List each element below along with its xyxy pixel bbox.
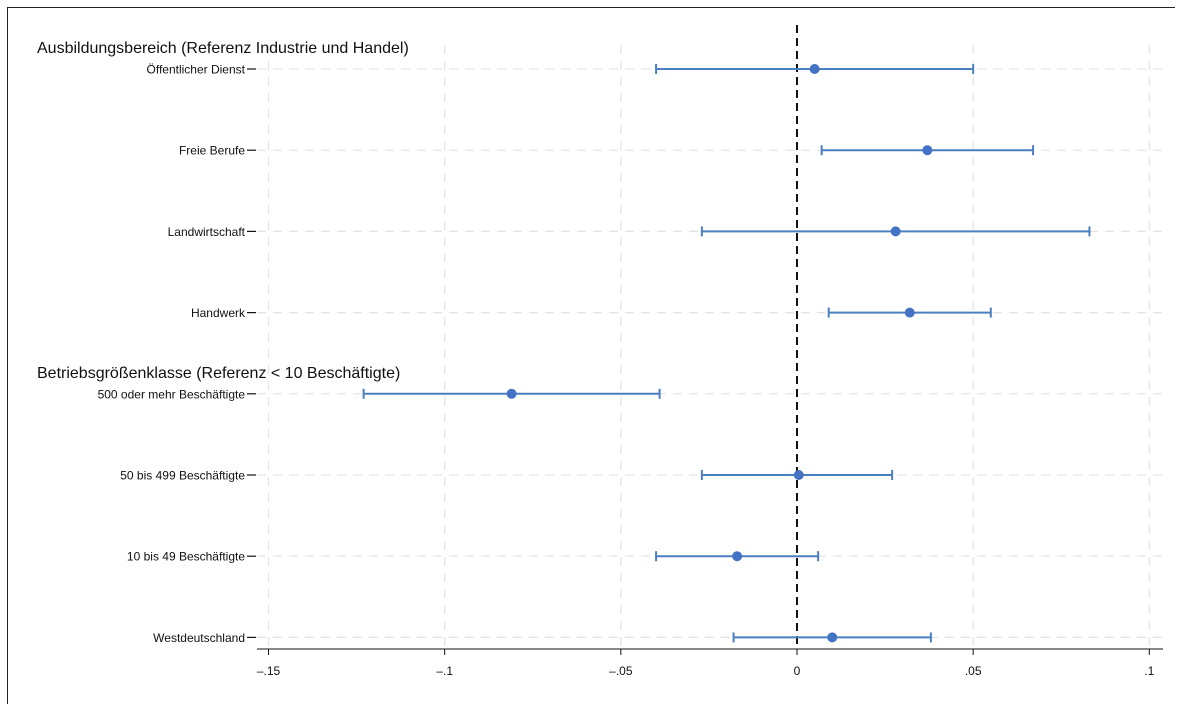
y-tick-label: Landwirtschaft — [168, 225, 246, 239]
axis-layer: –.15 –.1 –.05 0 .05 .1 — [247, 68, 1163, 678]
y-tick-label: Handwerk — [191, 306, 246, 320]
group-header-label: Betriebsgrößenklasse (Referenz < 10 Besc… — [37, 365, 400, 382]
y-tick-label: 500 oder mehr Beschäftigte — [98, 387, 246, 401]
y-tick-label: Öffentlicher Dienst — [147, 63, 246, 77]
point-estimate — [506, 388, 517, 399]
group-header-label: Ausbildungsbereich (Referenz Industrie u… — [37, 40, 409, 57]
point-estimate — [809, 64, 820, 74]
point-estimate — [732, 551, 743, 562]
x-tick-label: –.05 — [609, 664, 633, 678]
label-layer: Öffentlicher Dienst Freie Berufe Landwirts… — [37, 40, 409, 645]
x-tick-label: –.15 — [257, 664, 281, 678]
point-estimate — [793, 470, 804, 480]
grid-layer — [257, 45, 1163, 649]
y-tick-label: Westdeutschland — [153, 631, 245, 645]
point-estimate — [904, 307, 915, 318]
point-estimate — [922, 145, 933, 156]
y-tick-label: 50 bis 499 Beschäftigte — [120, 469, 245, 483]
chart-frame — [7, 7, 1175, 704]
y-tick-label: Freie Berufe — [179, 144, 245, 158]
point-estimate — [827, 632, 838, 643]
data-layer — [362, 64, 1091, 643]
point-estimate — [890, 226, 901, 237]
y-tick-label: 10 bis 49 Beschäftigte — [127, 550, 245, 564]
x-tick-label: –.1 — [436, 664, 453, 678]
x-tick-label: .05 — [965, 664, 982, 678]
x-tick-label: 0 — [794, 664, 801, 678]
x-tick-label: .1 — [1144, 664, 1154, 678]
